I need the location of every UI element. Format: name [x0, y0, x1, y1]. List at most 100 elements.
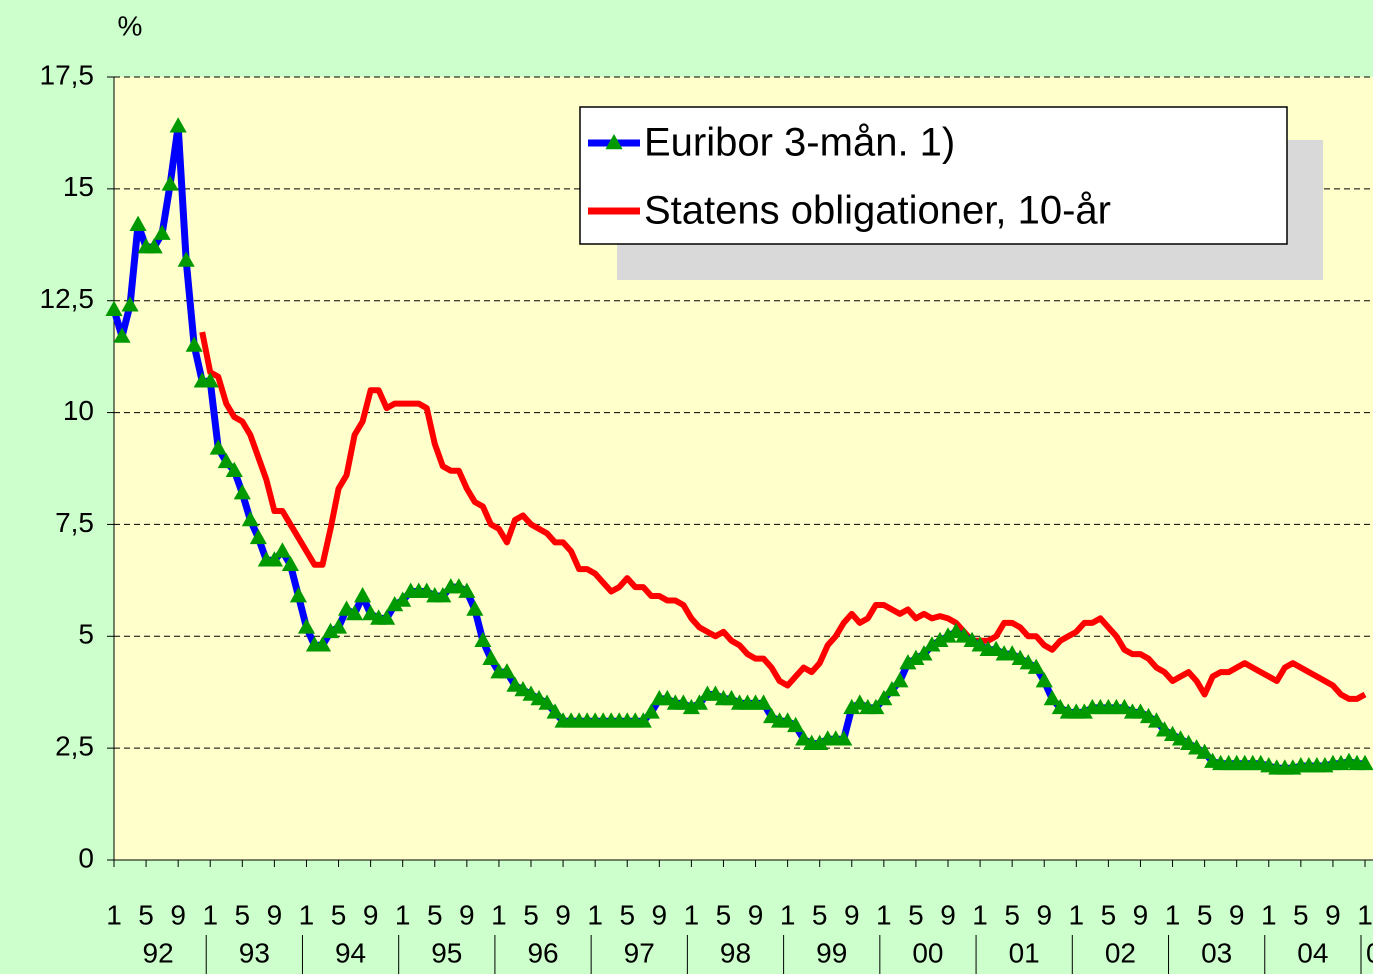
legend [579, 106, 1288, 245]
marker [105, 300, 123, 316]
x-tick-label: 9 [1229, 899, 1245, 930]
marker [474, 631, 492, 648]
marker [787, 716, 805, 733]
x-tick-label: 1 [1357, 899, 1373, 930]
marker [225, 461, 243, 478]
x-tick-label: 9 [555, 899, 571, 930]
marker [466, 600, 484, 616]
marker [121, 296, 139, 312]
marker [201, 372, 219, 388]
marker [1356, 754, 1373, 771]
marker [498, 663, 516, 679]
x-group-label: 00 [912, 937, 943, 968]
marker [883, 680, 901, 697]
y-tick-label: 15 [63, 171, 94, 202]
x-tick-label: 5 [908, 899, 924, 930]
x-group-label: 92 [143, 937, 174, 968]
series-line [199, 331, 1367, 702]
marker [161, 175, 179, 191]
x-tick-label: 9 [1133, 899, 1149, 930]
x-tick-label: 1 [1261, 899, 1277, 930]
marker [843, 698, 861, 715]
x-group-label: 05 [1366, 937, 1373, 968]
x-tick-label: 9 [748, 899, 764, 930]
y-tick-label: 5 [78, 619, 94, 650]
legend-label: Statens obligationer, 10-år [644, 189, 1111, 233]
marker [867, 698, 885, 715]
x-tick-label: 9 [267, 899, 283, 930]
x-tick-label: 1 [1069, 899, 1085, 930]
x-tick-label: 5 [1293, 899, 1309, 930]
x-tick-label: 1 [395, 899, 411, 930]
marker [113, 327, 131, 343]
marker [1075, 703, 1093, 719]
marker [321, 622, 340, 639]
x-tick-label: 5 [1004, 899, 1020, 930]
marker [185, 336, 203, 352]
x-tick-label: 1 [684, 899, 700, 930]
marker [265, 551, 283, 567]
x-tick-label: 1 [587, 899, 603, 930]
marker [386, 595, 404, 612]
marker [923, 636, 941, 652]
legend-marker [605, 134, 623, 150]
marker [634, 712, 652, 728]
x-group-label: 02 [1105, 937, 1136, 968]
x-tick-label: 5 [716, 899, 732, 930]
marker [690, 694, 708, 710]
marker [177, 251, 195, 267]
marker [899, 654, 917, 670]
marker [835, 730, 853, 746]
marker [346, 604, 364, 621]
x-tick-label: 9 [940, 899, 956, 930]
x-group-label: 97 [624, 937, 655, 968]
y-tick-label: 0 [78, 842, 94, 873]
marker [241, 510, 259, 527]
marker [153, 224, 171, 240]
marker [755, 694, 773, 710]
marker [915, 645, 933, 661]
legend-label: Euribor 3-mån. 1) [644, 121, 955, 165]
x-tick-label: 1 [299, 899, 315, 930]
x-tick-label: 1 [780, 899, 796, 930]
marker [682, 698, 700, 715]
x-tick-label: 5 [427, 899, 443, 930]
marker [145, 238, 163, 254]
marker [1147, 712, 1166, 728]
marker [482, 649, 500, 665]
marker [329, 618, 348, 634]
marker [1043, 689, 1061, 706]
x-tick-label: 1 [876, 899, 892, 930]
x-tick-label: 1 [1165, 899, 1181, 930]
y-tick-label: 12,5 [40, 283, 95, 314]
x-tick-label: 5 [138, 899, 154, 930]
y-tick-label: 17,5 [40, 59, 95, 90]
x-tick-label: 1 [106, 899, 122, 930]
marker [875, 689, 893, 706]
marker [354, 587, 372, 603]
x-group-label: 96 [527, 937, 558, 968]
x-tick-label: 5 [1101, 899, 1117, 930]
x-tick-label: 9 [844, 899, 860, 930]
x-group-label: 99 [816, 937, 847, 968]
x-tick-label: 9 [459, 899, 475, 930]
marker [297, 618, 316, 634]
marker [129, 215, 147, 231]
marker [169, 117, 187, 133]
x-group-label: 03 [1201, 937, 1232, 968]
x-tick-label: 9 [170, 899, 186, 930]
marker [1027, 658, 1045, 674]
x-tick-label: 9 [652, 899, 668, 930]
marker [546, 703, 564, 719]
y-axis-label: % [118, 10, 143, 41]
x-tick-label: 5 [523, 899, 539, 930]
y-tick-label: 2,5 [55, 731, 94, 762]
x-tick-label: 1 [972, 899, 988, 930]
marker [907, 649, 925, 665]
x-tick-label: 5 [1197, 899, 1213, 930]
x-group-label: 94 [335, 937, 366, 968]
marker [642, 703, 660, 719]
x-tick-label: 9 [1325, 899, 1341, 930]
x-tick-label: 5 [619, 899, 635, 930]
